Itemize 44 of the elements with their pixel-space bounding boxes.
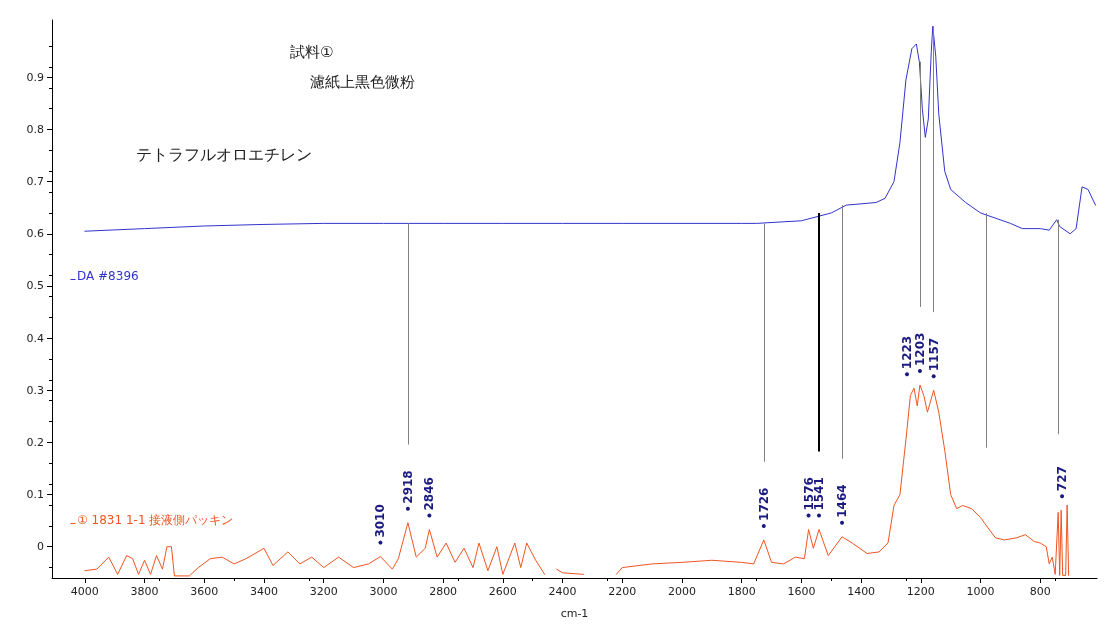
- x-tick-label: 3600: [190, 585, 219, 598]
- x-tick-label: 800: [1029, 585, 1051, 598]
- annotation: 1223: [899, 335, 914, 370]
- x-tick-label: 3800: [130, 585, 159, 598]
- y-tick-label: 0.5: [26, 279, 44, 293]
- x-tick-label: 1400: [847, 585, 876, 598]
- annotation: 1157: [926, 337, 941, 372]
- x-tick-label: 3200: [309, 585, 338, 598]
- annotation: 3010: [373, 504, 388, 538]
- y-tick-label: 0.8: [26, 123, 44, 137]
- x-tick-label: 2600: [488, 585, 517, 598]
- legend-label: ① 1831 1-1 接液側パッキン: [77, 513, 234, 527]
- annotation: 1541: [812, 477, 827, 511]
- annotation: 2846: [422, 477, 437, 511]
- y-tick-label: 0.6: [26, 227, 44, 241]
- x-tick-label: 2000: [667, 585, 696, 598]
- y-tick-label: 0.2: [26, 435, 44, 449]
- y-tick-label: 0.1: [26, 488, 44, 502]
- annotation: 濾紙上黒色微粉: [310, 72, 415, 91]
- x-axis-title: cm-1: [560, 607, 589, 620]
- y-tick-label: 0.7: [26, 175, 44, 189]
- x-tick-label: 1000: [966, 585, 995, 598]
- x-tick-label: 1600: [787, 585, 816, 598]
- x-tick-label: 4000: [70, 585, 99, 598]
- annotation: 2918: [400, 470, 415, 504]
- y-tick-label: 0.9: [26, 70, 44, 84]
- x-tick-label: 1200: [906, 585, 935, 598]
- x-tick-label: 3000: [369, 585, 398, 598]
- annotation: 1464: [835, 484, 850, 518]
- y-tick-label: 0: [37, 540, 44, 554]
- y-tick-label: 0.4: [26, 331, 44, 345]
- x-tick-label: 1800: [727, 585, 756, 598]
- x-tick-label: 2800: [429, 585, 458, 598]
- annotation: 試料①: [290, 42, 334, 61]
- annotation: 727: [1055, 466, 1070, 492]
- annotation: 1726: [756, 487, 771, 521]
- annotation: 1203: [912, 332, 927, 367]
- y-tick-label: 0.3: [26, 383, 44, 397]
- annotation: テトラフルオロエチレン: [136, 144, 312, 164]
- legend-label: DA #8396: [77, 269, 139, 283]
- x-tick-label: 2400: [548, 585, 577, 598]
- x-tick-label: 3400: [249, 585, 278, 598]
- line-series: [84, 25, 1097, 235]
- x-tick-label: 2200: [608, 585, 637, 598]
